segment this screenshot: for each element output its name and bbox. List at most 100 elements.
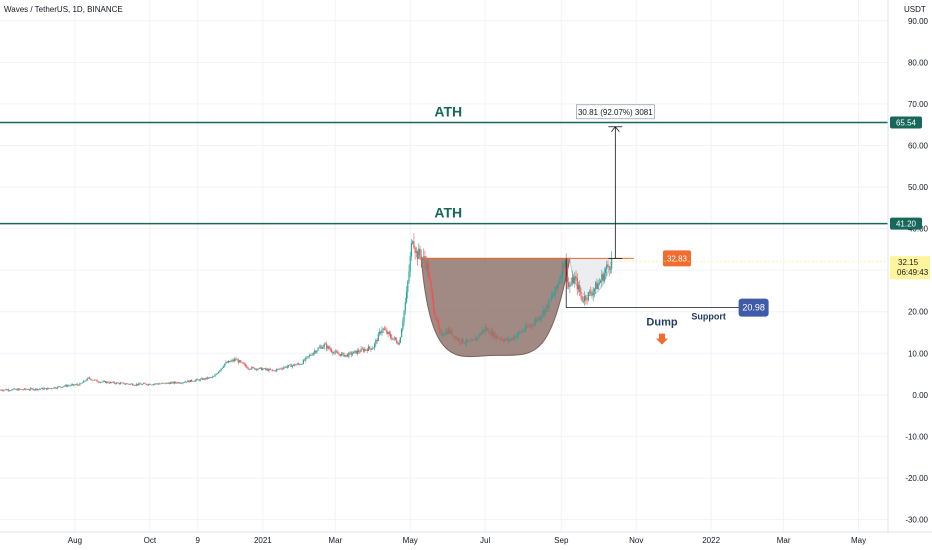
candle bbox=[78, 384, 80, 387]
candle-body bbox=[278, 369, 280, 370]
candle-body bbox=[73, 384, 75, 386]
candle-body bbox=[183, 382, 185, 383]
candle-body bbox=[192, 381, 194, 382]
candle-body bbox=[138, 383, 140, 386]
candle-body bbox=[146, 384, 148, 386]
candle-body bbox=[461, 338, 463, 344]
candle bbox=[102, 380, 104, 383]
candle-body bbox=[166, 382, 168, 384]
candle bbox=[507, 335, 510, 344]
candle-body bbox=[163, 382, 166, 384]
candle bbox=[33, 389, 35, 391]
candle bbox=[385, 326, 387, 331]
candle bbox=[245, 363, 247, 368]
candle bbox=[199, 378, 201, 382]
candle bbox=[462, 338, 464, 344]
candle bbox=[495, 334, 497, 342]
candle-body bbox=[585, 295, 587, 300]
candle-body bbox=[564, 260, 566, 268]
candle-body bbox=[12, 388, 15, 390]
candle bbox=[62, 386, 64, 389]
candle bbox=[461, 338, 463, 346]
candle-body bbox=[338, 353, 340, 355]
candle bbox=[350, 351, 352, 358]
candle-body bbox=[117, 382, 119, 384]
candle bbox=[258, 367, 260, 370]
candle-body bbox=[375, 340, 377, 344]
candle bbox=[306, 356, 308, 360]
candle bbox=[353, 351, 355, 354]
candle bbox=[123, 382, 125, 385]
candle bbox=[256, 368, 258, 372]
candle bbox=[525, 321, 527, 333]
candle bbox=[500, 336, 502, 341]
symbol-title[interactable]: Waves / TetherUS, 1D, BINANCE bbox=[4, 5, 123, 14]
candle-body bbox=[82, 380, 85, 383]
candle bbox=[89, 376, 91, 380]
candle-body bbox=[98, 382, 101, 383]
candle-body bbox=[581, 295, 583, 302]
candle-body bbox=[441, 331, 443, 336]
candle bbox=[139, 382, 141, 385]
candle-body bbox=[557, 284, 559, 289]
candle bbox=[162, 382, 164, 384]
candle bbox=[117, 382, 119, 384]
candle-body bbox=[362, 349, 365, 352]
candle bbox=[84, 380, 86, 382]
candle-body bbox=[232, 359, 234, 361]
candle bbox=[6, 388, 8, 391]
candle-body bbox=[344, 355, 346, 357]
candle bbox=[366, 348, 368, 354]
candle bbox=[413, 233, 415, 249]
candle bbox=[423, 248, 425, 263]
candle bbox=[354, 350, 356, 354]
candle-body bbox=[95, 379, 97, 381]
candle-body bbox=[463, 343, 465, 344]
candle bbox=[452, 335, 454, 337]
candle-body bbox=[57, 386, 59, 389]
candle bbox=[566, 263, 569, 289]
candle-body bbox=[236, 359, 238, 361]
candle bbox=[75, 383, 77, 386]
candle bbox=[10, 389, 12, 392]
candle-body bbox=[206, 377, 209, 379]
candle bbox=[396, 337, 398, 344]
candle-body bbox=[425, 262, 427, 271]
candle bbox=[380, 330, 382, 336]
candle bbox=[331, 347, 333, 353]
candle bbox=[346, 353, 349, 358]
candle-body bbox=[90, 378, 92, 380]
candle-body bbox=[238, 360, 241, 363]
candle bbox=[76, 383, 78, 386]
candle bbox=[203, 377, 205, 381]
candle bbox=[376, 338, 378, 345]
candle-body bbox=[36, 388, 38, 390]
candle bbox=[214, 373, 216, 377]
candle-body bbox=[269, 368, 271, 370]
candle-body bbox=[444, 334, 446, 336]
candle bbox=[172, 381, 174, 384]
candle bbox=[369, 346, 371, 350]
candle bbox=[105, 380, 107, 384]
candle-body bbox=[464, 342, 467, 344]
candle-body bbox=[171, 381, 173, 383]
candle bbox=[232, 358, 234, 363]
candle bbox=[269, 367, 271, 371]
candle bbox=[333, 350, 335, 355]
candle bbox=[141, 383, 144, 386]
candle-body bbox=[259, 367, 261, 369]
candle bbox=[63, 385, 65, 388]
candle-body bbox=[253, 367, 255, 370]
candle-body bbox=[28, 389, 31, 391]
candle-body bbox=[197, 379, 199, 380]
candle-body bbox=[496, 335, 499, 339]
candle bbox=[178, 381, 180, 384]
candle-body bbox=[337, 352, 339, 354]
candle-body bbox=[52, 388, 54, 390]
candle-body bbox=[0, 389, 1, 391]
candle-body bbox=[333, 352, 335, 354]
candle-body bbox=[186, 381, 188, 383]
candle-body bbox=[312, 352, 314, 356]
